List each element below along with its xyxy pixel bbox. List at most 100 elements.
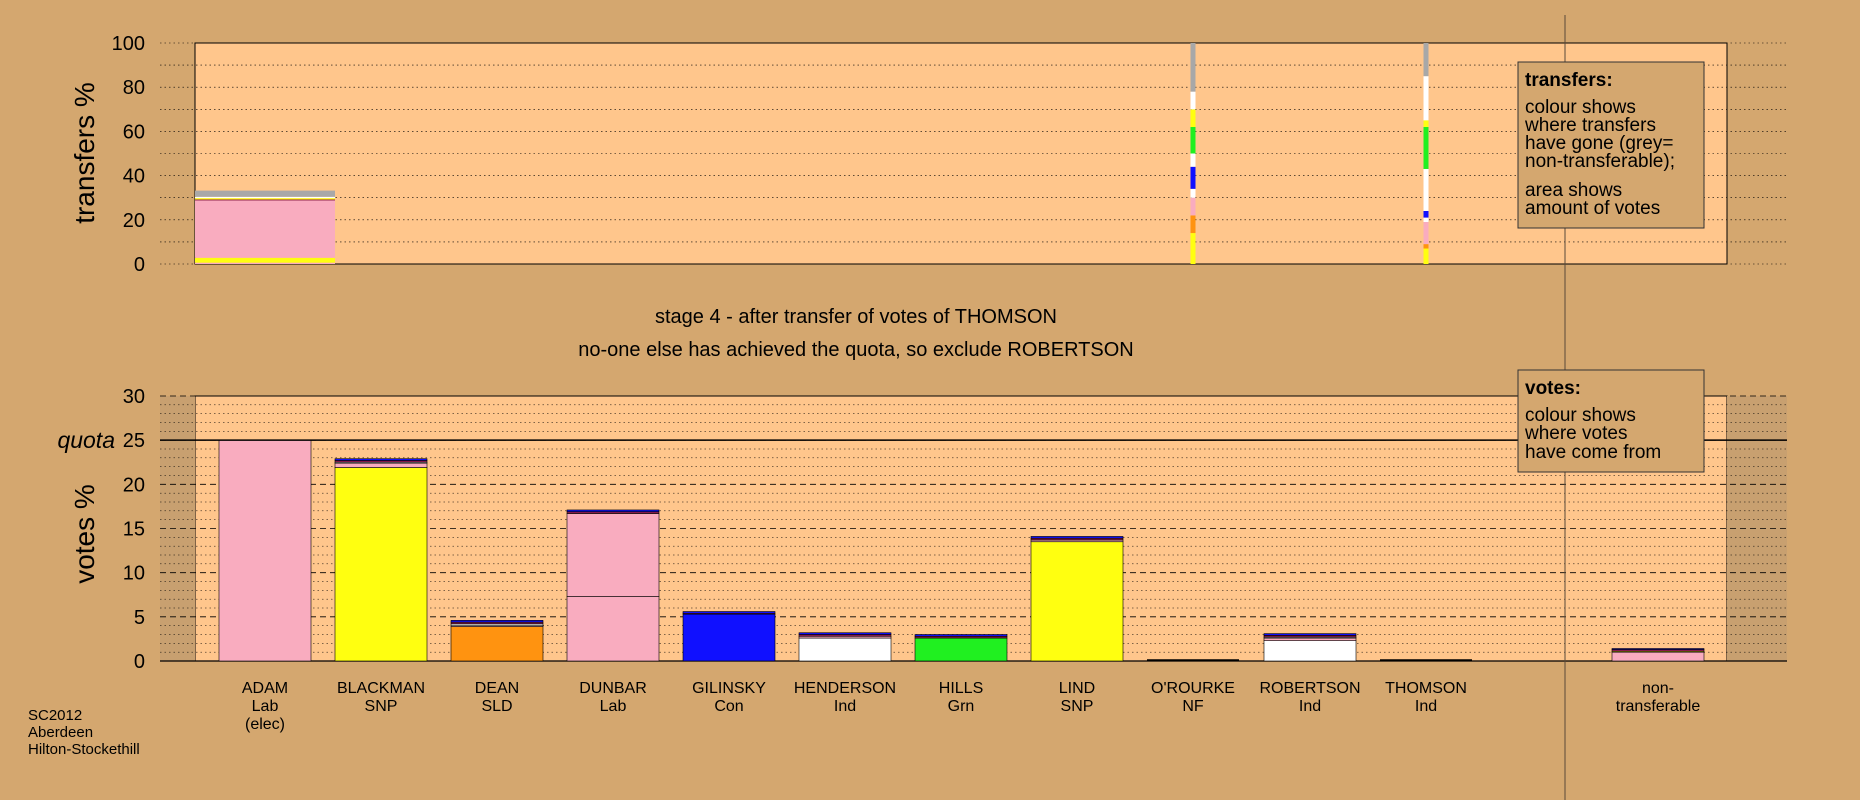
vote-bar-segment — [450, 626, 544, 662]
stage-caption: stage 4 - after transfer of votes of THO… — [655, 306, 1057, 328]
exclusion-caption: no-one else has achieved the quota, so e… — [578, 339, 1134, 361]
vote-bar-segment — [682, 611, 776, 614]
candidate-party-label: transferable — [1616, 698, 1701, 715]
candidate-party-label: Ind — [834, 698, 856, 715]
transfers-bars — [195, 43, 1429, 264]
transfers-y-tick-label: 20 — [123, 210, 145, 232]
transfers-y-tick-label: 40 — [123, 166, 145, 188]
transfer-bar-segment — [195, 196, 335, 199]
vote-bar-segment — [1030, 541, 1124, 662]
votes-legend-title: votes: — [1525, 378, 1581, 399]
transfer-bar-segment — [1423, 217, 1429, 223]
transfers-legend-line: colour shows — [1525, 97, 1636, 118]
transfer-bar-segment — [1190, 109, 1196, 127]
transfer-bar-segment — [1423, 222, 1429, 245]
vote-bar-segment — [334, 462, 428, 468]
transfers-legend: transfers: colour shows where transfers … — [1517, 61, 1705, 229]
candidate-name-label: ADAM — [242, 680, 288, 697]
transfers-y-axis: 0 20 40 60 80 100 — [112, 33, 145, 276]
vote-bar-segment — [682, 613, 776, 662]
vote-bar-segment — [1611, 648, 1705, 650]
candidate-name-label: BLACKMAN — [337, 680, 425, 697]
candidate-labels: ADAMLab(elec)BLACKMANSNPDEANSLDDUNBARLab… — [242, 680, 1700, 733]
candidate-name-label: GILINSKY — [692, 680, 766, 697]
candidate-note-label: (elec) — [245, 716, 285, 733]
candidate-party-label: NF — [1182, 698, 1204, 715]
vote-bar-segment — [798, 632, 892, 635]
candidate-name-label: HILLS — [939, 680, 983, 697]
transfer-bar-segment — [1423, 120, 1429, 127]
votes-y-axis: 0 5 10 15 20 25 30 — [123, 386, 145, 673]
transfers-legend-line: non-transferable); — [1525, 151, 1675, 172]
transfer-bar-segment — [195, 198, 335, 200]
votes-y-tick-label: 5 — [134, 607, 145, 629]
candidate-party-label: Ind — [1299, 698, 1321, 715]
transfer-bar-segment — [195, 199, 335, 201]
transfer-bar-segment — [1190, 215, 1196, 234]
vote-bar-segment — [450, 620, 544, 623]
vote-bar-segment — [566, 509, 660, 513]
transfer-bar-segment — [1423, 43, 1429, 77]
vote-bar-segment — [914, 634, 1008, 637]
votes-legend: votes: colour shows where votes have com… — [1517, 369, 1705, 473]
transfers-grid — [160, 42, 1787, 265]
vote-bar-segment — [914, 637, 1008, 662]
votes-y-tick-label: 25 — [123, 430, 145, 452]
transfer-bar-segment — [1423, 210, 1429, 218]
candidate-party-label: Lab — [600, 698, 627, 715]
votes-legend-box — [1517, 369, 1705, 473]
vote-bar-segment — [566, 596, 660, 662]
votes-legend-line: have come from — [1525, 442, 1661, 463]
transfer-bar-segment — [1190, 91, 1196, 110]
transfer-bar-segment — [1423, 76, 1429, 121]
transfers-legend-title: transfers: — [1525, 70, 1613, 91]
candidate-party-label: Con — [714, 698, 743, 715]
transfer-bar-segment — [1190, 188, 1196, 198]
candidate-name-label: non- — [1642, 680, 1674, 697]
transfer-bar-segment — [195, 190, 335, 197]
vote-bar-segment — [798, 637, 892, 662]
transfer-bar-segment — [1190, 43, 1196, 92]
transfers-panel: 0 20 40 60 80 100 transfers % — [69, 33, 1787, 276]
vote-bar-segment — [1263, 640, 1357, 662]
votes-y-axis-label: votes % — [69, 484, 100, 584]
vote-bar-segment — [218, 439, 312, 662]
transfer-bar-segment — [1423, 248, 1429, 264]
transfer-bar-segment — [1190, 233, 1196, 264]
transfer-bar-segment — [195, 257, 335, 263]
votes-y-tick-label: 15 — [123, 519, 145, 541]
transfers-y-tick-label: 80 — [123, 77, 145, 99]
candidate-party-label: Ind — [1415, 698, 1437, 715]
candidate-party-label: SNP — [1061, 698, 1094, 715]
votes-bars — [218, 439, 1705, 662]
votes-y-tick-label: 30 — [123, 386, 145, 408]
votes-legend-line: where votes — [1524, 423, 1627, 444]
candidate-name-label: HENDERSON — [794, 680, 896, 697]
votes-y-tick-label: 0 — [134, 651, 145, 673]
transfer-bar-segment — [1190, 126, 1196, 154]
transfer-bar-segment — [1190, 153, 1196, 167]
vote-bar-segment — [1263, 637, 1357, 641]
footer-line: SC2012 — [28, 707, 82, 724]
transfers-y-tick-label: 0 — [134, 254, 145, 276]
votes-legend-line: colour shows — [1525, 405, 1636, 426]
candidate-party-label: SLD — [481, 698, 512, 715]
vote-bar-segment — [566, 513, 660, 597]
transfers-legend-line: have gone (grey= — [1525, 133, 1673, 154]
candidate-party-label: Lab — [252, 698, 279, 715]
candidate-name-label: O'ROURKE — [1151, 680, 1235, 697]
vote-bar-segment — [334, 467, 428, 662]
candidate-name-label: ROBERTSON — [1259, 680, 1360, 697]
transfer-bar-segment — [1423, 244, 1429, 249]
transfers-legend-box — [1517, 61, 1705, 229]
transfer-bar-segment — [1190, 166, 1196, 189]
transfer-bar-segment — [195, 200, 335, 258]
candidate-name-label: THOMSON — [1385, 680, 1467, 697]
transfers-y-tick-label: 100 — [112, 33, 145, 55]
candidate-name-label: DUNBAR — [579, 680, 647, 697]
quota-label: quota — [57, 427, 115, 453]
candidate-party-label: Grn — [948, 698, 975, 715]
transfer-bar-segment — [1423, 168, 1429, 211]
